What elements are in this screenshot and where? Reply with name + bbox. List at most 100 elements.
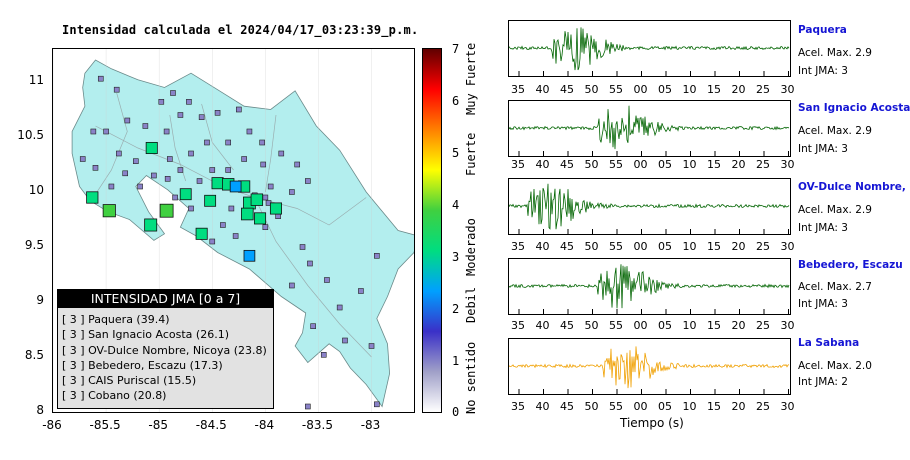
- station-marker: [102, 204, 116, 218]
- lat-tick-label: 8.5: [24, 348, 44, 362]
- station-marker: [211, 177, 224, 190]
- station-marker: [86, 191, 99, 204]
- station-marker-small: [374, 401, 380, 408]
- time-tick-label: 05: [658, 83, 672, 96]
- seismogram-panel: [508, 20, 791, 77]
- station-marker-small: [289, 189, 295, 195]
- lon-tick-label: -83.5: [301, 418, 333, 432]
- time-axis: 35 40 45 50 55 00 05 10 15 20 25 30: [508, 319, 798, 333]
- colorbar-tick: 3: [452, 250, 460, 264]
- lat-tick-label: 10.5: [17, 128, 44, 142]
- station-marker-small: [225, 139, 231, 146]
- time-tick-label: 45: [560, 158, 574, 171]
- station-intensity: Int JMA: 3: [798, 298, 848, 310]
- colorbar-label: Moderado: [464, 218, 478, 276]
- colorbar-tick: 5: [452, 146, 460, 160]
- station-name: OV-Dulce Nombre, Nicoya: [798, 181, 910, 193]
- time-tick-label: 30: [780, 319, 795, 332]
- time-tick-label: 10: [682, 83, 697, 96]
- lon-tick-label: -85: [148, 418, 168, 432]
- time-tick-label: 50: [584, 240, 599, 253]
- colorbar-tick: 7: [452, 42, 460, 56]
- time-tick-label: 35: [511, 83, 525, 96]
- time-tick-label: 25: [756, 319, 770, 332]
- station-marker-small: [236, 106, 242, 113]
- lat-tick-label: 9.5: [24, 238, 44, 252]
- legend-row: [ 3 ] Paquera (39.4): [62, 313, 170, 326]
- station-marker-small: [137, 183, 143, 190]
- legend-row: [ 3 ] Cobano (20.8): [62, 389, 167, 403]
- lon-tick-label: -84.5: [195, 418, 227, 432]
- seismogram-panel: [508, 178, 791, 235]
- time-tick-label: 35: [511, 319, 525, 332]
- time-tick-label: 45: [560, 400, 574, 413]
- time-tick-label: 25: [756, 158, 770, 171]
- station-marker-small: [228, 205, 235, 212]
- time-tick-label: 05: [658, 319, 672, 332]
- station-marker-small: [305, 403, 311, 410]
- seismogram-waveform: [509, 27, 790, 71]
- seismogram-trace: [509, 264, 790, 314]
- time-tick-label: 35: [511, 158, 525, 171]
- station-marker-small: [241, 156, 247, 162]
- time-tick-label: 00: [633, 240, 648, 253]
- time-tick-label: 30: [780, 158, 795, 171]
- station-marker-small: [122, 170, 128, 177]
- road-line: [254, 197, 372, 358]
- station-marker-small: [142, 123, 149, 129]
- seismogram-waveform: [509, 105, 790, 150]
- station-marker-small: [170, 90, 176, 96]
- lat-tick-label: 9: [36, 293, 44, 307]
- station-marker: [269, 202, 282, 215]
- station-marker-small: [310, 323, 316, 330]
- time-tick-label: 25: [756, 240, 770, 253]
- station-marker: [250, 193, 264, 206]
- station-marker-small: [177, 167, 184, 173]
- station-marker-small: [278, 150, 285, 157]
- station-marker-small: [158, 98, 165, 105]
- station-marker-small: [267, 183, 274, 190]
- lon-tick-label: -83: [360, 418, 381, 432]
- station-marker-small: [188, 205, 194, 212]
- station-marker: [179, 188, 192, 201]
- time-tick-label: 40: [535, 400, 550, 413]
- time-tick-label: 20: [731, 240, 746, 253]
- station-marker-small: [209, 238, 216, 245]
- station-accel: Acel. Max. 2.9: [798, 47, 872, 59]
- station-intensity: Int JMA: 2: [798, 376, 848, 388]
- station-marker-small: [259, 139, 265, 146]
- station-marker: [195, 227, 208, 240]
- seismogram-panel: [508, 100, 791, 157]
- colorbar-label: No sentido: [464, 341, 478, 414]
- time-tick-label: 55: [609, 240, 623, 253]
- time-tick-label: 20: [731, 158, 746, 171]
- seismogram-trace: [509, 346, 790, 394]
- time-tick-label: 30: [780, 240, 795, 253]
- time-axis-label: Tiempo (s): [620, 416, 684, 430]
- time-tick-label: 10: [682, 319, 697, 332]
- intensity-colorbar: [422, 48, 442, 413]
- station-marker-small: [220, 222, 226, 228]
- time-tick-label: 50: [584, 400, 599, 413]
- station-marker-small: [198, 114, 205, 120]
- time-tick-label: 50: [584, 158, 599, 171]
- time-axis: 35 40 45 50 55 00 05 10 15 20 25 30: [508, 240, 798, 254]
- time-tick-label: 10: [682, 240, 697, 253]
- lon-tick-label: -86: [42, 418, 62, 432]
- time-tick-label: 40: [535, 240, 550, 253]
- station-marker-small: [225, 167, 231, 173]
- time-tick-label: 15: [707, 400, 721, 413]
- legend-row: [ 3 ] OV-Dulce Nombre, Nicoya (23.8): [62, 343, 267, 357]
- time-tick-label: 20: [731, 319, 746, 332]
- time-tick-label: 45: [560, 240, 574, 253]
- seismogram-panel: [508, 258, 791, 315]
- station-marker-small: [305, 178, 311, 184]
- seismogram-waveform: [509, 346, 790, 389]
- station-marker-small: [166, 156, 173, 162]
- time-tick-label: 00: [633, 158, 648, 171]
- station-marker: [229, 180, 242, 193]
- station-marker-small: [196, 178, 203, 184]
- station-accel: Acel. Max. 2.9: [798, 204, 872, 216]
- station-name: San Ignacio Acosta: [798, 102, 910, 114]
- map-title: Intensidad calculada el 2024/04/17_03:23…: [62, 23, 419, 37]
